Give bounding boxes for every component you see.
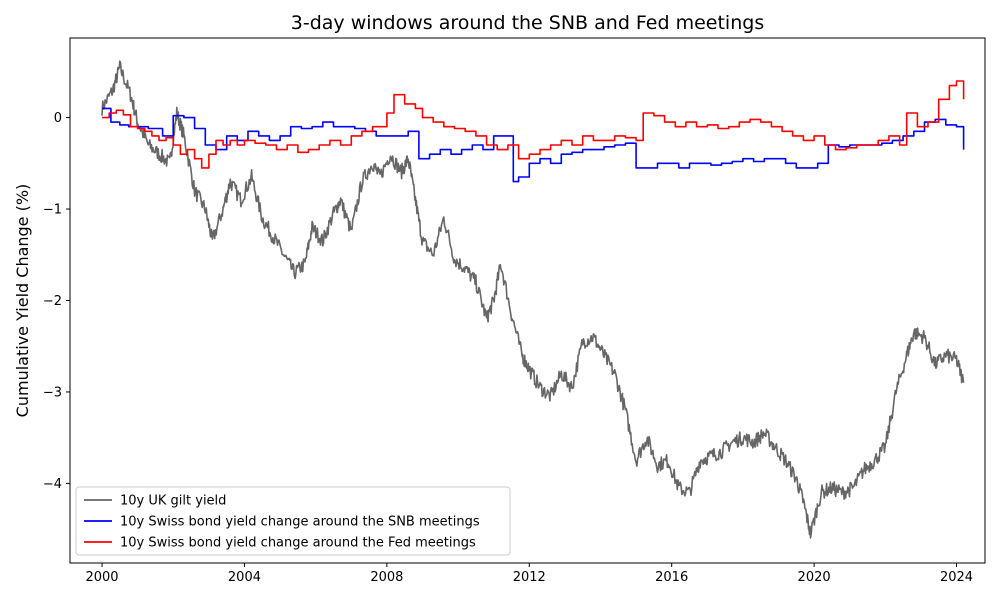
plot-area	[101, 60, 965, 539]
legend: 10y UK gilt yield 10y Swiss bond yield ch…	[75, 486, 511, 556]
y-tick-label: −3	[43, 385, 62, 400]
x-tick-label: 2012	[513, 570, 546, 585]
y-tick-label: −2	[43, 294, 62, 309]
x-axis: 2000 2004 2008 2012 2016 2020 2024	[85, 563, 973, 585]
chart-title: 3-day windows around the SNB and Fed mee…	[291, 12, 764, 34]
series-line-2	[102, 107, 965, 183]
x-tick-label: 2008	[370, 570, 403, 585]
x-tick-label: 2000	[85, 570, 118, 585]
legend-entry: 10y Swiss bond yield change around the F…	[120, 536, 476, 551]
y-tick-label: 0	[54, 111, 62, 126]
y-axis-label: Cumulative Yield Change (%)	[13, 184, 32, 418]
legend-entry: 10y Swiss bond yield change around the S…	[120, 515, 480, 530]
y-axis: 0 −1 −2 −3 −4	[43, 111, 70, 492]
plot-frame	[69, 37, 986, 564]
x-tick-label: 2004	[228, 570, 261, 585]
x-tick-label: 2016	[655, 570, 688, 585]
legend-entry: 10y UK gilt yield	[120, 494, 226, 509]
x-tick-label: 2020	[798, 570, 831, 585]
series-line-3	[102, 80, 965, 169]
y-tick-label: −4	[43, 477, 62, 492]
series-line-1	[101, 60, 965, 539]
y-tick-label: −1	[43, 203, 62, 218]
x-tick-label: 2024	[940, 570, 973, 585]
legend-box	[75, 486, 511, 556]
